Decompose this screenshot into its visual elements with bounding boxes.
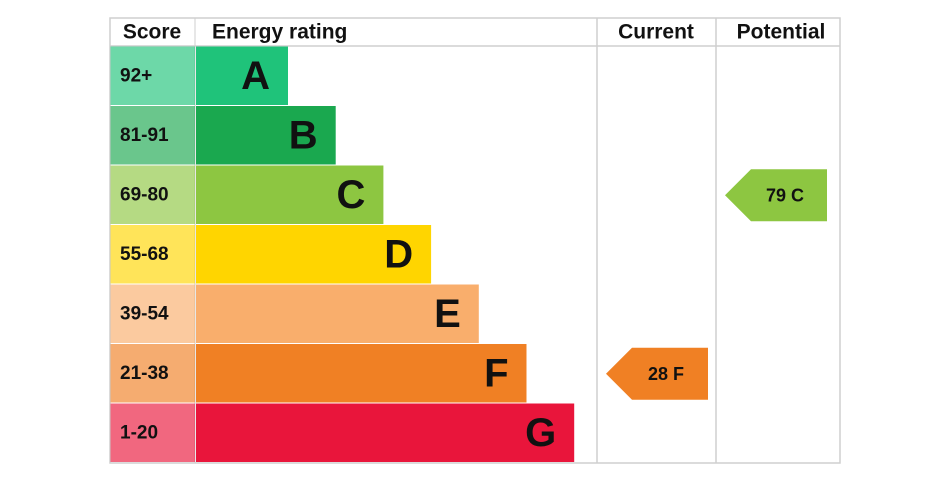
score-cell <box>110 225 195 284</box>
rating-arrow <box>606 347 708 400</box>
score-label: 39-54 <box>120 303 169 324</box>
band-bar <box>196 106 336 165</box>
band-letter: G <box>525 411 556 455</box>
band-bar <box>196 284 479 343</box>
rating-value: 79 <box>766 185 786 205</box>
score-label: 69-80 <box>120 184 169 205</box>
rating-arrow <box>725 169 827 222</box>
rating-band: C <box>791 185 804 205</box>
band-letter: C <box>337 173 366 217</box>
score-label: 21-38 <box>120 363 169 384</box>
band-letter: A <box>241 54 270 98</box>
header: Potential <box>737 21 826 44</box>
band-letter: B <box>289 113 318 157</box>
band-bar <box>196 165 384 224</box>
score-cell <box>110 284 195 343</box>
score-cell <box>110 344 195 403</box>
score-cell <box>110 106 195 165</box>
rating-label: 79 C <box>766 185 804 205</box>
score-cell <box>110 165 195 224</box>
score-cell <box>110 46 195 105</box>
rating-band: F <box>673 364 684 384</box>
band-bar <box>196 46 288 105</box>
band-bar <box>196 225 432 284</box>
score-label: 1-20 <box>120 422 158 443</box>
score-label: 55-68 <box>120 244 169 265</box>
score-label: 92+ <box>120 65 152 86</box>
header: Current <box>618 21 694 44</box>
band-letter: F <box>484 351 508 395</box>
band-bar <box>196 344 527 403</box>
band-letter: E <box>434 292 461 336</box>
band-letter: D <box>384 232 413 276</box>
score-label: 81-91 <box>120 125 169 146</box>
header: Score <box>123 21 181 44</box>
rating-value: 28 <box>648 364 668 384</box>
score-cell <box>110 403 195 462</box>
header: Energy rating <box>212 21 347 44</box>
rating-label: 28 F <box>648 364 684 384</box>
band-bar <box>196 403 575 462</box>
